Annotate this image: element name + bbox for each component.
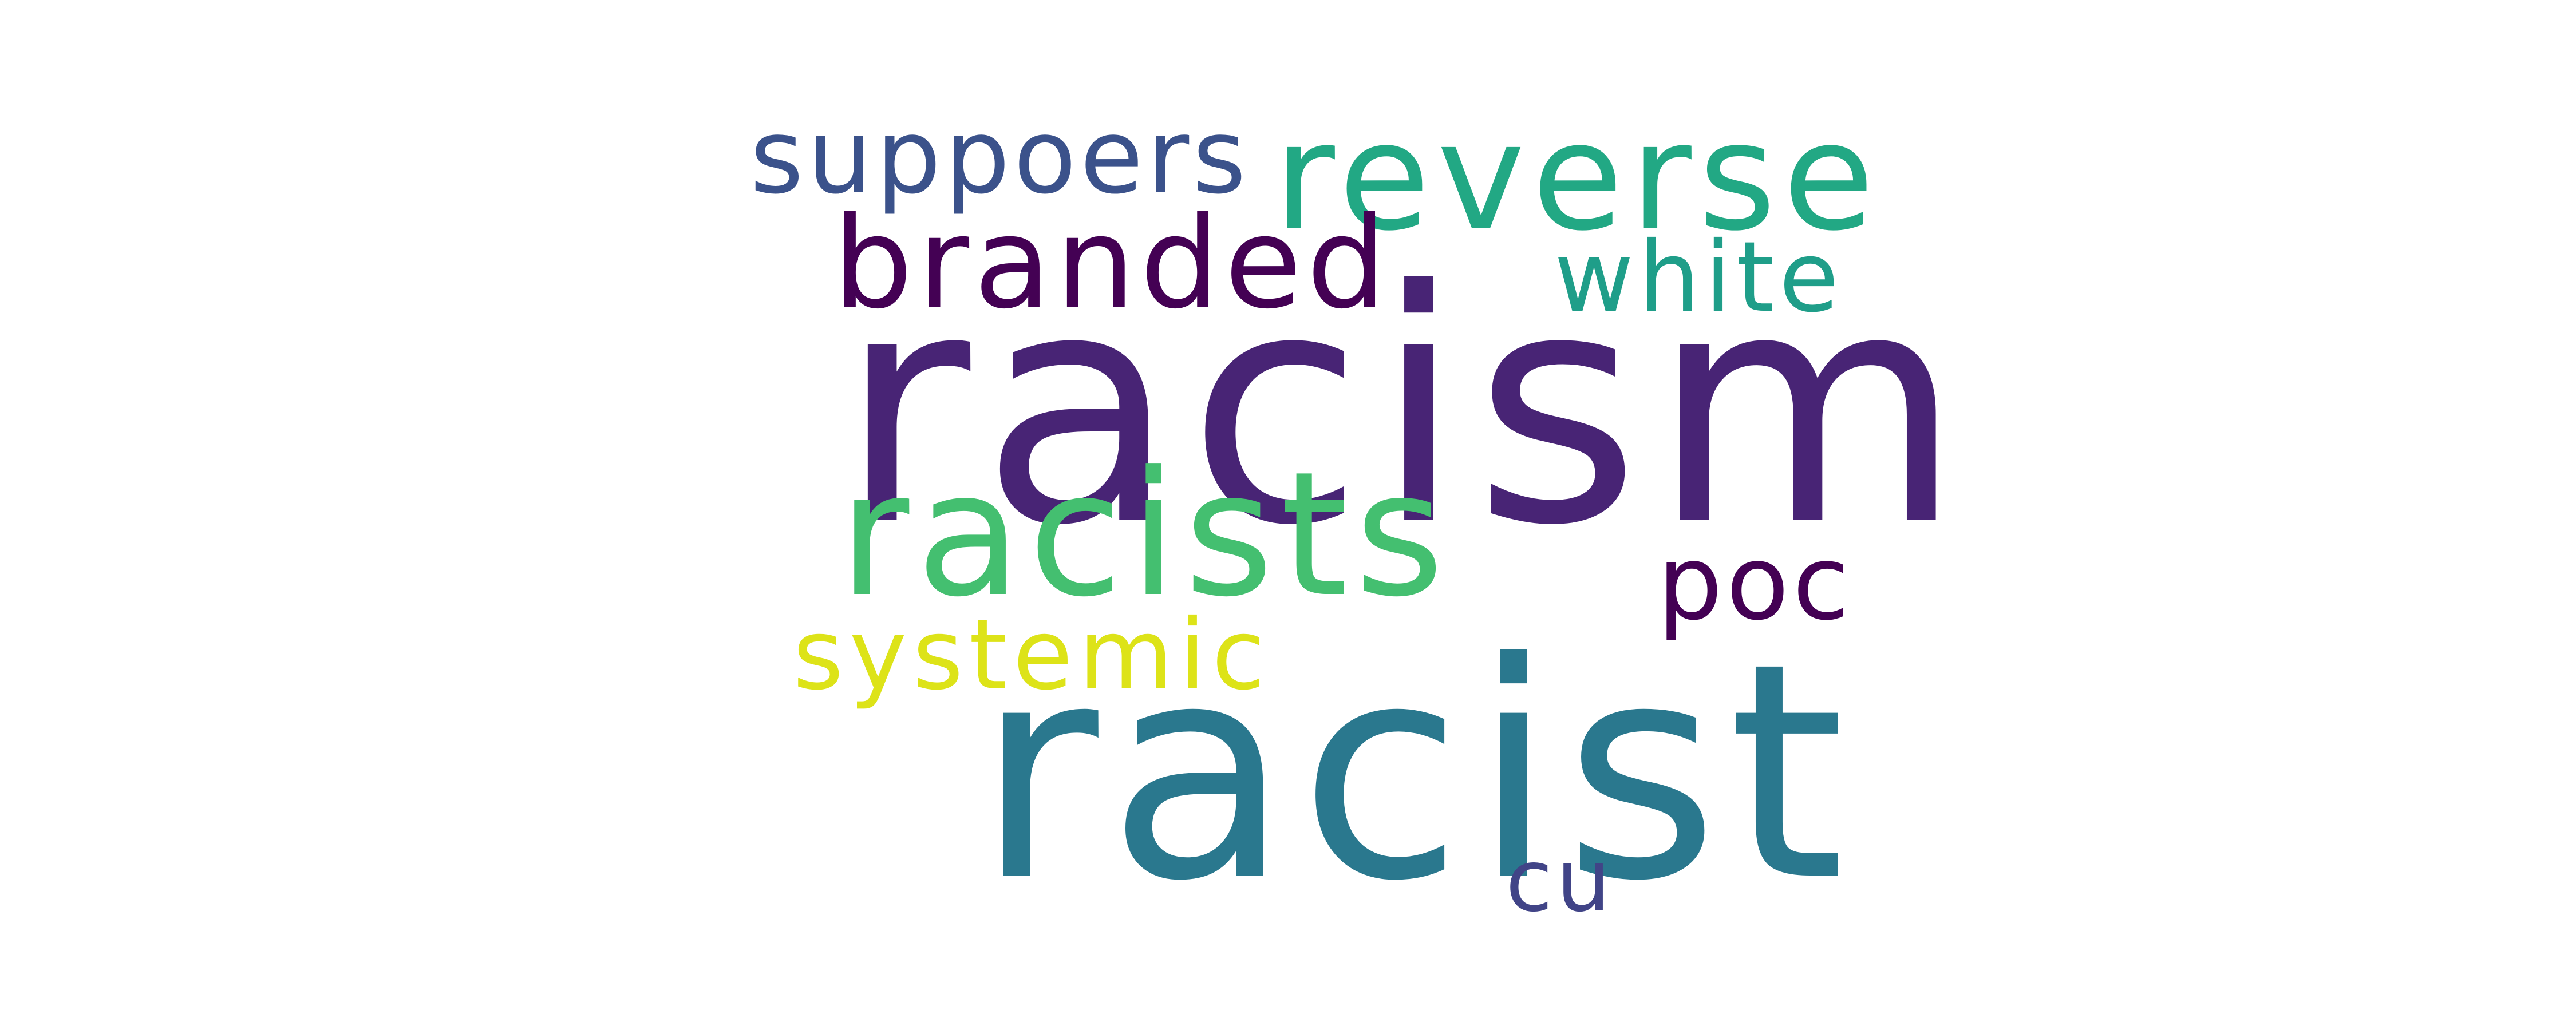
word-poc: poc [1657, 524, 1853, 643]
word-suppoers: suppoers [750, 97, 1250, 217]
word-racism: racism [839, 223, 1974, 596]
word-racist: racist [976, 599, 1854, 946]
word-systemic: systemic [793, 599, 1271, 712]
word-branded: branded [833, 190, 1391, 336]
word-reverse: reverse [1274, 91, 1882, 264]
word-white: white [1554, 221, 1844, 334]
word-cu: cu [1506, 831, 1614, 931]
word-racists: racists [839, 435, 1451, 635]
